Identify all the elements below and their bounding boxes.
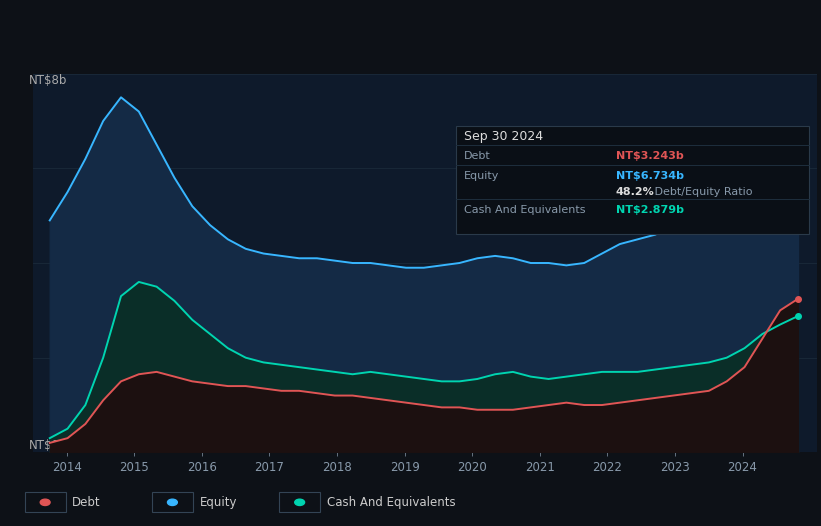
Text: 48.2%: 48.2% xyxy=(616,187,654,197)
Text: NT$3.243b: NT$3.243b xyxy=(616,151,684,161)
Text: NT$2.879b: NT$2.879b xyxy=(616,205,684,215)
Text: Debt: Debt xyxy=(72,496,101,509)
Text: Cash And Equivalents: Cash And Equivalents xyxy=(464,205,585,215)
Text: Debt/Equity Ratio: Debt/Equity Ratio xyxy=(651,187,753,197)
Text: Debt: Debt xyxy=(464,151,491,161)
Text: NT$8b: NT$8b xyxy=(29,74,67,87)
Text: Equity: Equity xyxy=(200,496,237,509)
Text: Cash And Equivalents: Cash And Equivalents xyxy=(327,496,456,509)
Text: NT$0: NT$0 xyxy=(29,439,60,452)
Text: NT$6.734b: NT$6.734b xyxy=(616,171,684,181)
Text: Sep 30 2024: Sep 30 2024 xyxy=(464,130,543,144)
Text: Equity: Equity xyxy=(464,171,499,181)
